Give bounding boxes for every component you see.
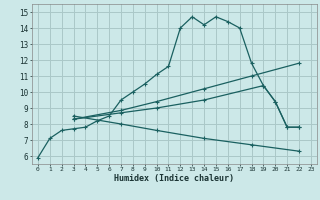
X-axis label: Humidex (Indice chaleur): Humidex (Indice chaleur) (115, 174, 234, 183)
